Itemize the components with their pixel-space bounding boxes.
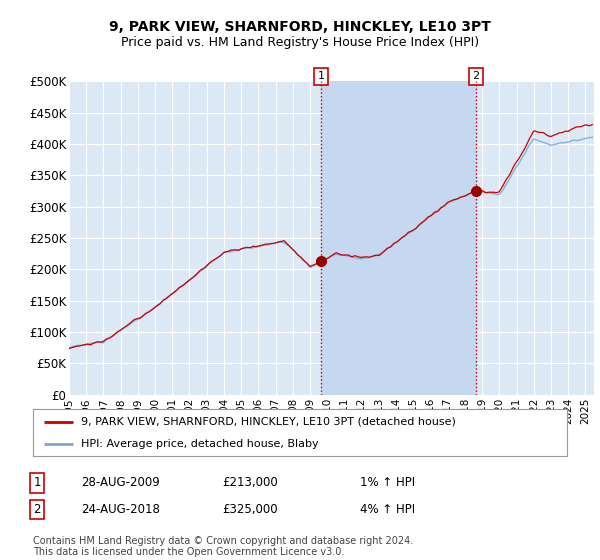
Text: £325,000: £325,000	[222, 503, 278, 516]
Text: 4% ↑ HPI: 4% ↑ HPI	[360, 503, 415, 516]
Bar	[321, 81, 476, 395]
Text: Price paid vs. HM Land Registry's House Price Index (HPI): Price paid vs. HM Land Registry's House …	[121, 36, 479, 49]
Text: 9, PARK VIEW, SHARNFORD, HINCKLEY, LE10 3PT (detached house): 9, PARK VIEW, SHARNFORD, HINCKLEY, LE10 …	[81, 417, 456, 427]
Text: Contains HM Land Registry data © Crown copyright and database right 2024.
This d: Contains HM Land Registry data © Crown c…	[33, 535, 413, 557]
Text: 1: 1	[34, 476, 41, 489]
Text: 1% ↑ HPI: 1% ↑ HPI	[360, 476, 415, 489]
Text: HPI: Average price, detached house, Blaby: HPI: Average price, detached house, Blab…	[81, 438, 319, 449]
Text: 2: 2	[34, 503, 41, 516]
Text: £213,000: £213,000	[222, 476, 278, 489]
Text: 1: 1	[317, 71, 325, 81]
Text: 24-AUG-2018: 24-AUG-2018	[81, 503, 160, 516]
Text: 2: 2	[473, 71, 479, 81]
Text: 9, PARK VIEW, SHARNFORD, HINCKLEY, LE10 3PT: 9, PARK VIEW, SHARNFORD, HINCKLEY, LE10 …	[109, 20, 491, 34]
Text: 28-AUG-2009: 28-AUG-2009	[81, 476, 160, 489]
